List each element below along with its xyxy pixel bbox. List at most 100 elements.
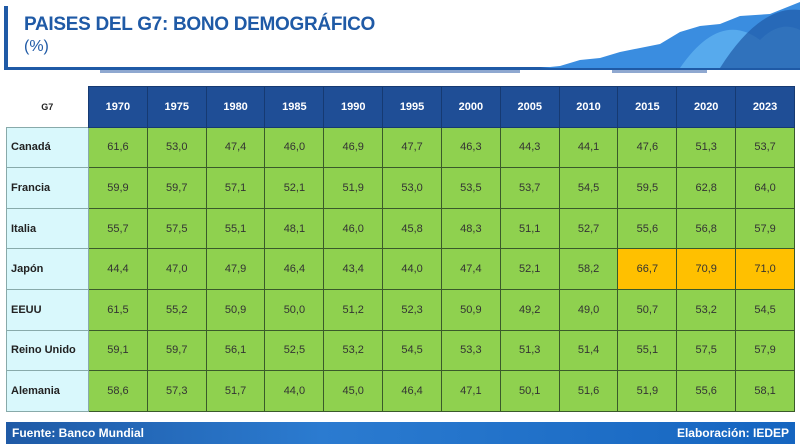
- data-cell: 50,9: [440, 288, 501, 331]
- data-cell: 59,7: [146, 329, 207, 372]
- column-header-2020: 2020: [676, 86, 737, 128]
- data-cell: 47,1: [440, 370, 501, 412]
- footer-bar: Fuente: Banco Mundial Elaboración: IEDEP: [6, 422, 795, 444]
- data-cell: 58,6: [88, 370, 148, 412]
- column-header-1985: 1985: [264, 86, 325, 128]
- data-cell: 52,7: [558, 207, 619, 250]
- data-cell: 70,9: [676, 248, 737, 290]
- data-cell: 50,9: [205, 288, 266, 331]
- data-cell: 57,3: [146, 370, 207, 412]
- column-header-2010: 2010: [558, 86, 619, 128]
- data-cell: 52,3: [382, 288, 442, 331]
- data-cell: 47,0: [146, 248, 207, 290]
- data-cell: 51,4: [558, 329, 619, 372]
- data-cell: 57,5: [676, 329, 737, 372]
- data-cell: 50,7: [617, 288, 678, 331]
- row-label: Francia: [6, 167, 89, 209]
- table-row: Italia 55,7 57,5 55,1 48,1 46,0 45,8 48,3 51,1 52…: [6, 207, 795, 250]
- data-cell: 43,4: [323, 248, 384, 290]
- data-cell: 47,9: [205, 248, 266, 290]
- page-subtitle: (%): [24, 38, 49, 55]
- data-cell: 52,5: [264, 329, 325, 372]
- data-cell: 47,7: [382, 126, 442, 169]
- data-cell: 57,1: [205, 167, 266, 209]
- data-cell: 56,1: [205, 329, 266, 372]
- data-cell: 57,5: [146, 207, 207, 250]
- data-cell: 55,1: [617, 329, 678, 372]
- header-row: G7 1970 1975 1980 1985 1990 1995 2000 2005 2010 2…: [6, 86, 795, 128]
- data-cell: 66,7: [617, 248, 678, 290]
- table-row: Canadá 61,6 53,0 47,4 46,0 46,9 47,7 46,3 44,3 44…: [6, 126, 795, 169]
- data-cell: 44,0: [382, 248, 442, 290]
- data-cell: 46,3: [440, 126, 501, 169]
- data-cell: 61,6: [88, 126, 148, 169]
- table-row: EEUU 61,5 55,2 50,9 50,0 51,2 52,3 50,9 49,2 49,0…: [6, 288, 795, 331]
- data-cell: 53,3: [440, 329, 501, 372]
- data-cell: 57,9: [735, 207, 795, 250]
- row-label: Canadá: [6, 126, 89, 169]
- column-header-2015: 2015: [617, 86, 678, 128]
- column-header-1995: 1995: [382, 86, 442, 128]
- data-cell: 48,3: [440, 207, 501, 250]
- data-cell: 49,2: [499, 288, 560, 331]
- corner-label: G7: [6, 86, 89, 128]
- data-cell: 47,6: [617, 126, 678, 169]
- data-cell: 44,4: [88, 248, 148, 290]
- data-cell: 53,0: [382, 167, 442, 209]
- decorative-wave-graphic: [4, 2, 800, 73]
- row-label: Italia: [6, 207, 89, 250]
- table-row: Japón 44,4 47,0 47,9 46,4 43,4 44,0 47,4 52,1 58,…: [6, 248, 795, 290]
- table-row: Francia 59,9 59,7 57,1 52,1 51,9 53,0 53,5 53,7 5…: [6, 167, 795, 209]
- data-cell: 53,2: [676, 288, 737, 331]
- data-cell: 46,9: [323, 126, 384, 169]
- data-cell: 44,3: [499, 126, 560, 169]
- data-cell: 59,1: [88, 329, 148, 372]
- data-cell: 47,4: [205, 126, 266, 169]
- table-row: Reino Unido 59,1 59,7 56,1 52,5 53,2 54,5 53,3 5…: [6, 329, 795, 372]
- data-cell: 54,5: [382, 329, 442, 372]
- data-cell: 55,7: [88, 207, 148, 250]
- column-header-2023: 2023: [735, 86, 795, 128]
- data-cell: 59,7: [146, 167, 207, 209]
- data-cell: 47,4: [440, 248, 501, 290]
- data-cell: 52,1: [264, 167, 325, 209]
- data-cell: 51,2: [323, 288, 384, 331]
- data-cell: 51,1: [499, 207, 560, 250]
- row-label: EEUU: [6, 288, 89, 331]
- data-cell: 58,1: [735, 370, 795, 412]
- data-cell: 49,0: [558, 288, 619, 331]
- data-cell: 50,0: [264, 288, 325, 331]
- data-cell: 61,5: [88, 288, 148, 331]
- data-cell: 45,0: [323, 370, 384, 412]
- data-cell: 54,5: [735, 288, 795, 331]
- data-cell: 62,8: [676, 167, 737, 209]
- data-cell: 46,4: [264, 248, 325, 290]
- data-cell: 55,2: [146, 288, 207, 331]
- data-cell: 50,1: [499, 370, 560, 412]
- column-header-1980: 1980: [205, 86, 266, 128]
- data-cell: 58,2: [558, 248, 619, 290]
- data-cell: 59,5: [617, 167, 678, 209]
- data-table: G7 1970 1975 1980 1985 1990 1995 2000 2005 2010 2…: [6, 86, 795, 412]
- data-cell: 46,4: [382, 370, 442, 412]
- data-cell: 51,3: [676, 126, 737, 169]
- data-cell: 55,6: [617, 207, 678, 250]
- data-cell: 44,1: [558, 126, 619, 169]
- table-row: Alemania 58,6 57,3 51,7 44,0 45,0 46,4 47,1 50,1…: [6, 370, 795, 412]
- data-cell: 46,0: [264, 126, 325, 169]
- data-cell: 71,0: [735, 248, 795, 290]
- column-header-2005: 2005: [499, 86, 560, 128]
- column-header-2000: 2000: [440, 86, 501, 128]
- data-cell: 51,3: [499, 329, 560, 372]
- data-cell: 54,5: [558, 167, 619, 209]
- data-cell: 51,9: [617, 370, 678, 412]
- credit-label: Elaboración: IEDEP: [676, 426, 789, 440]
- data-cell: 55,1: [205, 207, 266, 250]
- data-cell: 51,6: [558, 370, 619, 412]
- data-cell: 53,7: [499, 167, 560, 209]
- data-cell: 56,8: [676, 207, 737, 250]
- data-cell: 53,0: [146, 126, 207, 169]
- column-header-1975: 1975: [146, 86, 207, 128]
- data-cell: 44,0: [264, 370, 325, 412]
- data-cell: 53,5: [440, 167, 501, 209]
